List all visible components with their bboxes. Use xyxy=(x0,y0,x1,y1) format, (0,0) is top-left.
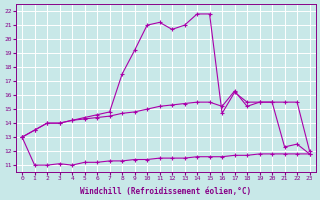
X-axis label: Windchill (Refroidissement éolien,°C): Windchill (Refroidissement éolien,°C) xyxy=(80,187,252,196)
